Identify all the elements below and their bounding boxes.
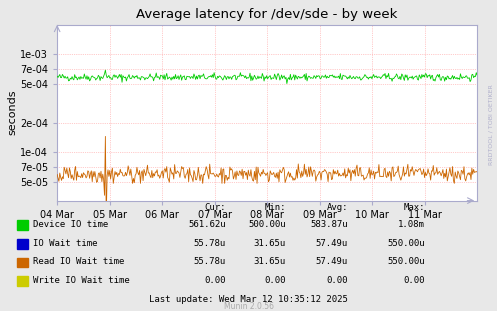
- Text: 500.00u: 500.00u: [248, 220, 286, 229]
- Text: 31.65u: 31.65u: [253, 257, 286, 266]
- Text: Cur:: Cur:: [205, 203, 226, 212]
- Text: 57.49u: 57.49u: [316, 239, 348, 248]
- Text: 55.78u: 55.78u: [194, 257, 226, 266]
- Text: Max:: Max:: [404, 203, 425, 212]
- Text: 57.49u: 57.49u: [316, 257, 348, 266]
- Text: RRDTOOL / TOBI OETIKER: RRDTOOL / TOBI OETIKER: [488, 84, 493, 165]
- Text: 1.08m: 1.08m: [398, 220, 425, 229]
- Text: Avg:: Avg:: [327, 203, 348, 212]
- Text: 55.78u: 55.78u: [194, 239, 226, 248]
- Text: 0.00: 0.00: [327, 276, 348, 285]
- Text: 0.00: 0.00: [264, 276, 286, 285]
- Text: Munin 2.0.56: Munin 2.0.56: [224, 301, 273, 310]
- Text: 561.62u: 561.62u: [188, 220, 226, 229]
- Title: Average latency for /dev/sde - by week: Average latency for /dev/sde - by week: [137, 8, 398, 21]
- Text: 550.00u: 550.00u: [387, 257, 425, 266]
- Text: 0.00: 0.00: [205, 276, 226, 285]
- Text: Write IO Wait time: Write IO Wait time: [33, 276, 130, 285]
- Text: IO Wait time: IO Wait time: [33, 239, 98, 248]
- Y-axis label: seconds: seconds: [7, 90, 17, 136]
- Text: 550.00u: 550.00u: [387, 239, 425, 248]
- Text: 31.65u: 31.65u: [253, 239, 286, 248]
- Text: Device IO time: Device IO time: [33, 220, 108, 229]
- Text: 583.87u: 583.87u: [310, 220, 348, 229]
- Text: Read IO Wait time: Read IO Wait time: [33, 257, 125, 266]
- Text: Min:: Min:: [264, 203, 286, 212]
- Text: Last update: Wed Mar 12 10:35:12 2025: Last update: Wed Mar 12 10:35:12 2025: [149, 295, 348, 304]
- Text: 0.00: 0.00: [404, 276, 425, 285]
